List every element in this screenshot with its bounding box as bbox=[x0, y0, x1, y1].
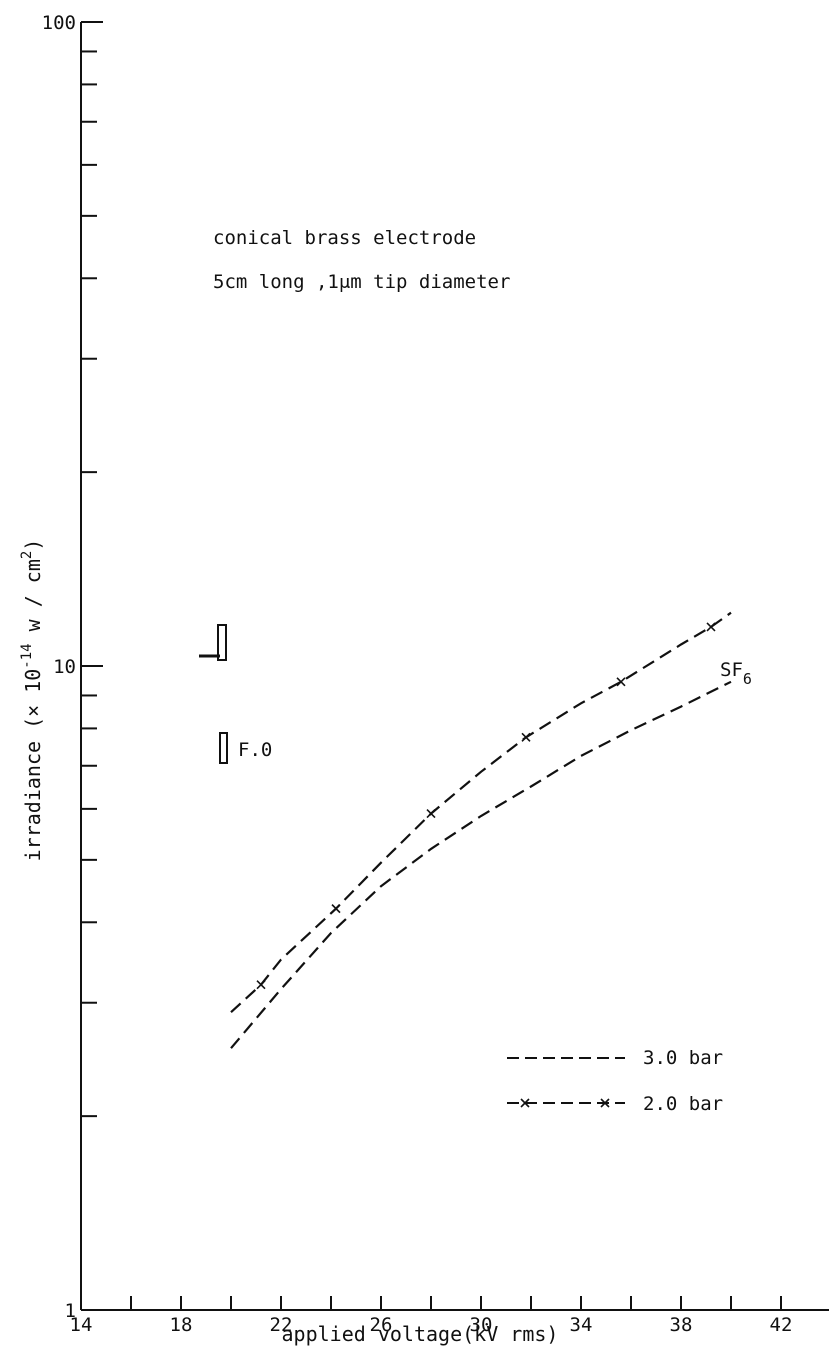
ticks: 1 10 100 14 18 22 26 30 34 38 42 bbox=[42, 12, 793, 1336]
legend-label-2bar: 2.0 bar bbox=[643, 1093, 723, 1115]
y-axis-label-unit-exp: 2 bbox=[19, 551, 35, 559]
y-axis-label-main: irradiance (× 10 bbox=[21, 669, 45, 862]
marker-stroke bbox=[426, 809, 436, 819]
x-tick-label: 30 bbox=[470, 1314, 493, 1336]
x-tick-label: 22 bbox=[270, 1314, 293, 1336]
x-tick-label: 26 bbox=[370, 1314, 393, 1336]
fo-marker: F.0 bbox=[199, 624, 272, 764]
x-tick-label: 38 bbox=[670, 1314, 693, 1336]
axes bbox=[80, 21, 829, 1311]
sf6-label: SF6 bbox=[720, 659, 752, 688]
x-axis-label: applied voltage(kV rms) bbox=[282, 1322, 559, 1346]
y-tick-label: 10 bbox=[53, 656, 76, 678]
annotation-electrode: conical brass electrode bbox=[213, 227, 476, 249]
y-tick-label: 100 bbox=[42, 12, 76, 34]
sf6-label-sub: 6 bbox=[743, 670, 752, 688]
y-tick-label: 1 bbox=[65, 1300, 76, 1322]
sf6-label-main: SF bbox=[720, 659, 743, 681]
legend-label-3bar: 3.0 bar bbox=[643, 1047, 723, 1069]
x-tick-label: 34 bbox=[570, 1314, 593, 1336]
legend-x-marker-2 bbox=[600, 1098, 610, 1108]
marker-stroke bbox=[331, 904, 341, 914]
data-point-x-marker bbox=[616, 677, 626, 687]
markers-layer bbox=[256, 622, 716, 990]
data-point-x-marker bbox=[706, 622, 716, 632]
x-tick-label: 18 bbox=[170, 1314, 193, 1336]
y-axis-label-close: ) bbox=[21, 539, 45, 551]
y-axis-label-exp: -14 bbox=[19, 643, 35, 668]
data-point-x-marker bbox=[426, 809, 436, 819]
x-tick-label: 14 bbox=[70, 1314, 93, 1336]
marker-stroke bbox=[616, 677, 626, 687]
marker-stroke bbox=[521, 732, 531, 742]
fo-bar-lower bbox=[219, 732, 228, 764]
series-layer bbox=[230, 611, 732, 1049]
annotation-tip: 5cm long ,1μm tip diameter bbox=[213, 271, 510, 293]
marker-stroke bbox=[256, 980, 266, 990]
y-axis-label-unit: w / cm bbox=[21, 559, 45, 643]
marker-stroke bbox=[706, 622, 716, 632]
series-line-3bar bbox=[230, 680, 732, 1049]
x-tick-label: 42 bbox=[770, 1314, 793, 1336]
fo-bar-upper bbox=[217, 624, 227, 661]
legend: 3.0 bar 2.0 bar bbox=[507, 1047, 723, 1115]
legend-x-marker-1 bbox=[520, 1098, 530, 1108]
data-point-x-marker bbox=[331, 904, 341, 914]
series-line-2bar bbox=[230, 611, 732, 1014]
data-point-x-marker bbox=[256, 980, 266, 990]
data-point-x-marker bbox=[521, 732, 531, 742]
y-axis-label: irradiance (× 10-14 w / cm2) bbox=[19, 539, 45, 862]
fo-label: F.0 bbox=[238, 739, 272, 761]
